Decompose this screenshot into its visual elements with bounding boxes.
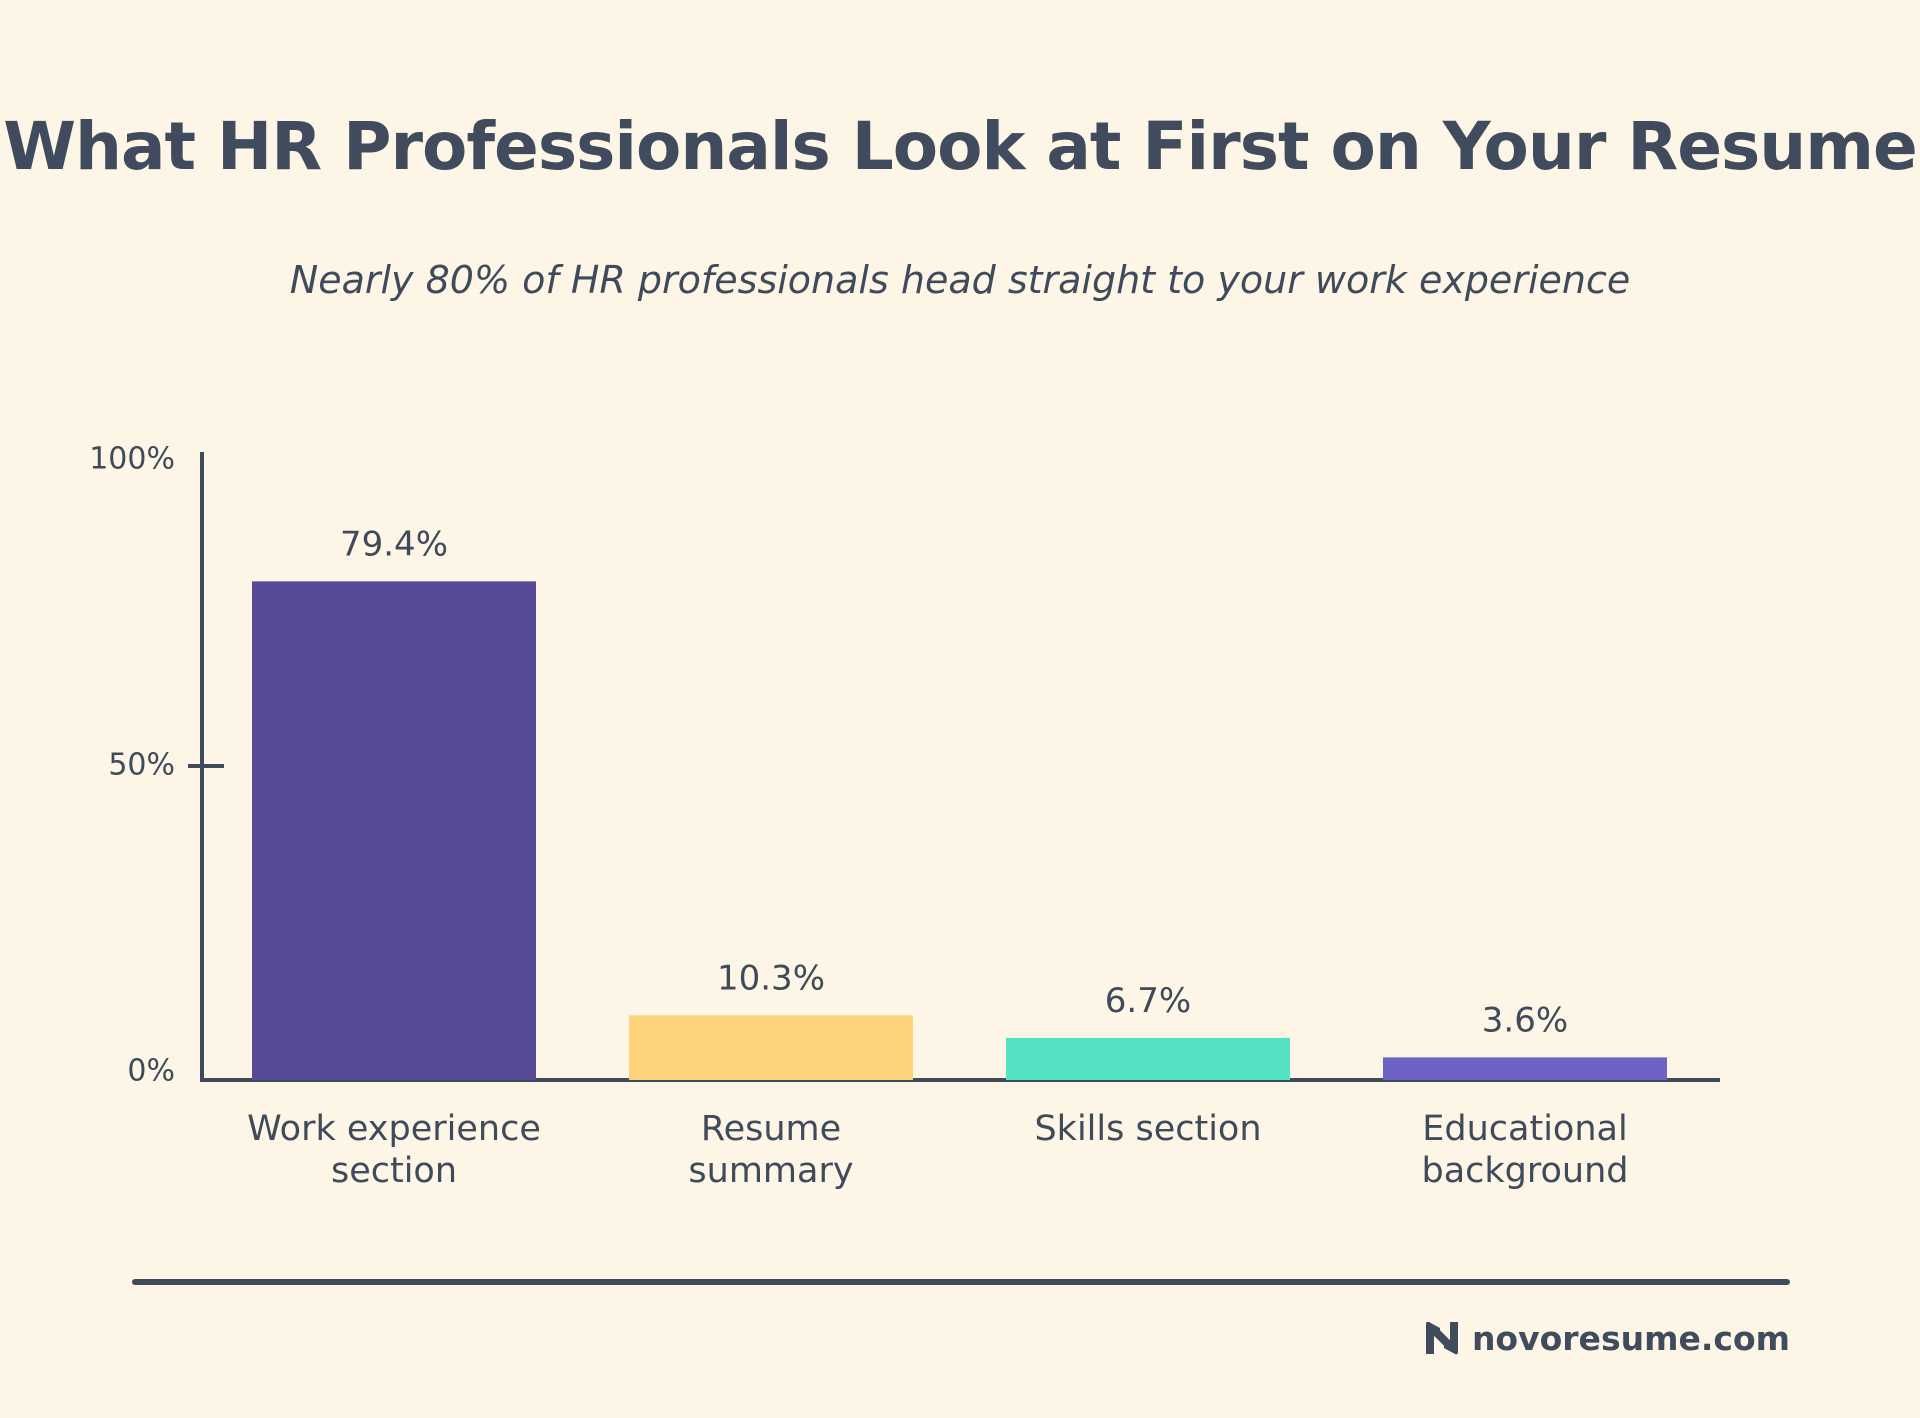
category-label: section bbox=[331, 1151, 457, 1191]
y-tick-label: 100% bbox=[89, 442, 175, 477]
y-tick-label: 0% bbox=[127, 1054, 175, 1089]
category-label: background bbox=[1421, 1151, 1628, 1191]
category-label: Educational bbox=[1422, 1109, 1627, 1149]
bar bbox=[1006, 1037, 1290, 1080]
category-label: summary bbox=[688, 1151, 853, 1191]
category-label: Skills section bbox=[1034, 1109, 1261, 1149]
data-label: 10.3% bbox=[717, 958, 825, 998]
brand[interactable]: novoresume.com bbox=[1422, 1318, 1790, 1358]
data-label: 79.4% bbox=[340, 524, 448, 564]
bar bbox=[629, 1015, 913, 1080]
bar bbox=[252, 581, 536, 1080]
chart-title: What HR Professionals Look at First on Y… bbox=[3, 108, 1918, 185]
brand-name: novoresume.com bbox=[1471, 1318, 1790, 1358]
novoresume-n-logo-icon bbox=[1425, 1321, 1458, 1355]
chart-subtitle: Nearly 80% of HR professionals head stra… bbox=[289, 258, 1631, 302]
footer-divider bbox=[132, 1279, 1790, 1285]
data-label: 3.6% bbox=[1482, 1000, 1568, 1040]
y-tick-label: 50% bbox=[108, 748, 175, 783]
category-label: Work experience bbox=[247, 1109, 541, 1149]
data-label: 6.7% bbox=[1105, 981, 1191, 1021]
category-label: Resume bbox=[701, 1109, 841, 1149]
bar bbox=[1383, 1057, 1667, 1080]
